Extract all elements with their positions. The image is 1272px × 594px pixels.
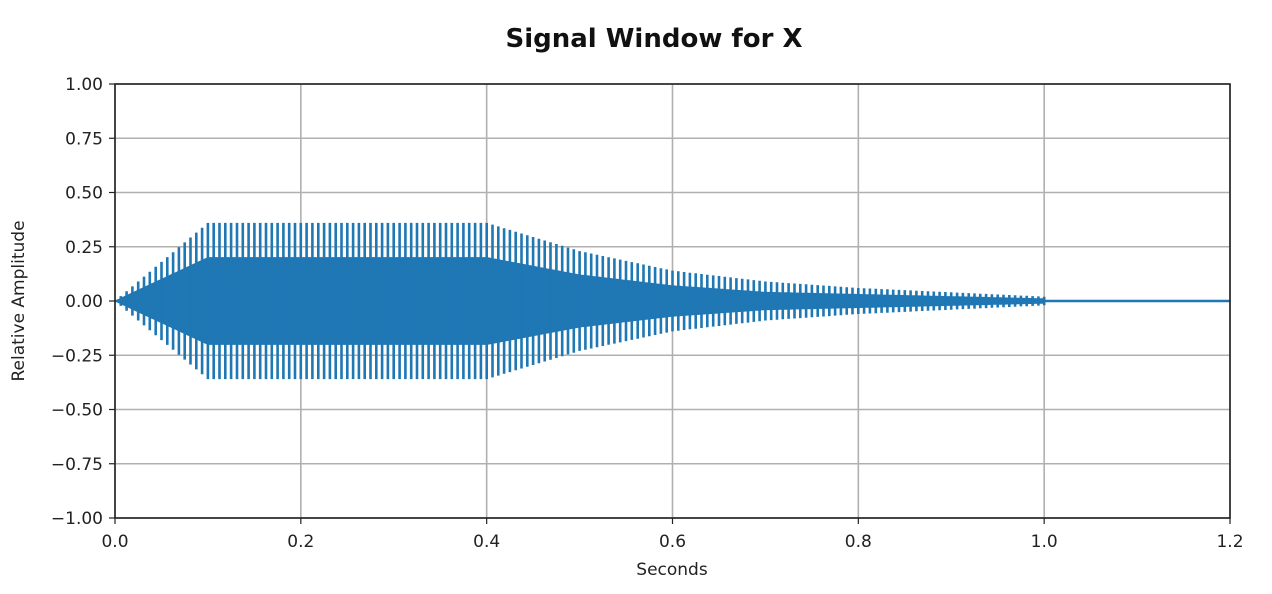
- y-axis-label: Relative Amplitude: [9, 220, 29, 381]
- x-tick-label: 0.6: [659, 532, 686, 552]
- y-tick-label: 1.00: [65, 75, 103, 95]
- y-tick-label: −1.00: [51, 509, 103, 529]
- x-tick-label: 0.0: [101, 532, 128, 552]
- y-tick-label: 0.25: [65, 238, 103, 258]
- x-tick-label: 0.8: [845, 532, 872, 552]
- x-tick-label: 0.4: [473, 532, 500, 552]
- y-tick-label: −0.50: [51, 401, 103, 421]
- y-tick-label: 0.50: [65, 184, 103, 204]
- x-tick-label: 1.0: [1031, 532, 1058, 552]
- y-axis: 1.00 0.75 0.50 0.25 0.00 −0.25 −0.50 −0.75 −1.00: [51, 75, 115, 529]
- x-tick-label: 0.2: [287, 532, 314, 552]
- x-axis: 0.0 0.2 0.4 0.6 0.8 1.0 1.2: [101, 518, 1244, 552]
- signal-series: [113, 222, 1230, 380]
- y-tick-label: 0.75: [65, 129, 103, 149]
- chart-title: Signal Window for X: [505, 24, 802, 54]
- x-tick-label: 1.2: [1216, 532, 1243, 552]
- y-tick-label: −0.75: [51, 455, 103, 475]
- signal-spikes: [119, 222, 1046, 380]
- y-tick-label: −0.25: [51, 346, 103, 366]
- x-axis-label: Seconds: [636, 560, 708, 580]
- y-tick-label: 0.00: [65, 292, 103, 312]
